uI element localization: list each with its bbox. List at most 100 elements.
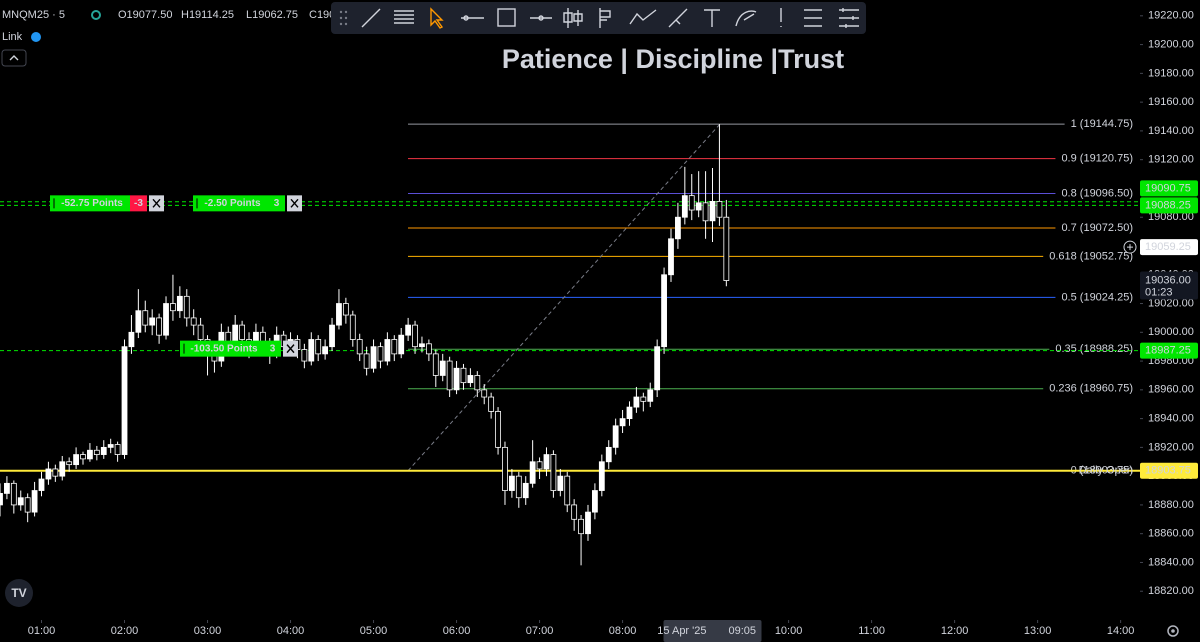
fib-label: 1 (19144.75) [1071, 118, 1133, 130]
candle-body [529, 461, 536, 484]
candle-body [488, 396, 495, 412]
position-qty-box [130, 195, 147, 212]
position-qty: 3 [274, 198, 280, 209]
crosshair-add-icon [1127, 244, 1133, 251]
candle-body [495, 411, 501, 448]
candle-body [377, 346, 384, 362]
candle-body [688, 195, 695, 211]
candle-body [135, 310, 142, 333]
candle-body [702, 202, 709, 222]
cursor-time-bg [663, 620, 762, 642]
candle-body [93, 449, 100, 455]
y-tick-label: 18820.00 [1148, 585, 1194, 597]
candle-body [571, 504, 578, 520]
tool-measure[interactable] [804, 9, 822, 27]
tool-rect[interactable] [497, 8, 516, 27]
position-qty-box [264, 340, 281, 357]
daily-open-label: Daily Open [1079, 465, 1133, 477]
candle-body [308, 339, 315, 362]
fib-label: 0.236 (18960.75) [1049, 383, 1133, 395]
ohlc-low: L19062.75 [246, 9, 298, 21]
tool-text[interactable] [704, 9, 720, 27]
fib-trend [407, 123, 721, 472]
tool-shape[interactable] [735, 10, 757, 27]
tool-cursor[interactable] [430, 7, 444, 29]
tool-brush[interactable] [668, 8, 688, 28]
tool-hline[interactable] [461, 15, 484, 21]
tool-fib[interactable] [394, 10, 414, 24]
candle-body [31, 490, 38, 513]
candle-body [709, 200, 716, 222]
x-tick-label: 02:00 [111, 625, 139, 637]
line-price-tag-bg [1140, 180, 1198, 197]
candle-body [176, 295, 183, 312]
candle-body [681, 195, 688, 218]
x-tick-label: 06:00 [443, 625, 471, 637]
candle-body [336, 303, 342, 326]
candle-body [66, 461, 73, 466]
candle-body [543, 454, 550, 470]
y-tick-label: 19080.00 [1148, 211, 1194, 223]
candle-body [647, 389, 654, 402]
candle-body [349, 314, 356, 340]
candle-body [578, 518, 584, 535]
last-price-bg [1140, 271, 1198, 300]
candle-body [446, 360, 453, 391]
y-tick-label: 19140.00 [1148, 125, 1194, 137]
candle-body [301, 349, 308, 362]
candle-body [405, 324, 412, 336]
x-tick-label: 13:00 [1024, 625, 1052, 637]
candle-body [612, 425, 619, 448]
candle-body [329, 324, 335, 348]
candle-body [4, 482, 10, 494]
x-tick-label: 14:00 [1107, 625, 1135, 637]
symbol: MNQM25 · 5 [2, 9, 65, 21]
fib-label: 0.5 (19024.25) [1061, 291, 1133, 303]
position-close-icon [286, 344, 295, 354]
y-tick-label: 18880.00 [1148, 499, 1194, 511]
y-tick-label: 19160.00 [1148, 96, 1194, 108]
candle-body [626, 406, 633, 420]
candle-body [723, 216, 730, 281]
status-dot [91, 10, 101, 20]
position-qty-box [268, 195, 285, 212]
collapse-button[interactable] [1, 49, 27, 67]
position-points: -2.50 Points [204, 198, 261, 209]
tool-settings[interactable] [839, 8, 859, 28]
link-label[interactable]: Link [2, 31, 23, 43]
candle-body [363, 353, 370, 369]
line-price-tag: 19088.25 [1145, 199, 1191, 211]
logo[interactable] [5, 579, 33, 607]
y-tick-label: 19000.00 [1148, 326, 1194, 338]
candle-body [640, 396, 647, 402]
x-tick-label: 01:00 [28, 625, 56, 637]
fib-label: 0.8 (19096.50) [1061, 187, 1133, 199]
tool-candles[interactable] [563, 8, 583, 28]
ohlc-open: O19077.50 [118, 9, 172, 21]
tool-flag[interactable] [599, 8, 611, 28]
candle-body [675, 216, 681, 240]
tool-trendline[interactable] [361, 8, 381, 28]
candle-body [197, 324, 204, 340]
y-tick-label: 18840.00 [1148, 556, 1194, 568]
tool-ray[interactable] [530, 15, 552, 21]
settings-gear[interactable] [1167, 625, 1179, 637]
candle-body [419, 343, 425, 348]
toolbar-bg [331, 2, 866, 34]
y-tick-label: 19180.00 [1148, 67, 1194, 79]
candle-body [163, 303, 169, 336]
candle-body [592, 490, 598, 513]
drawing-toolbar [331, 2, 866, 34]
tool-path[interactable] [629, 9, 657, 25]
candle-body [239, 324, 246, 340]
y-tick-label: 19200.00 [1148, 39, 1194, 51]
line-price-tag: 19090.75 [1145, 182, 1191, 194]
candle-body [10, 482, 17, 506]
candle-body [156, 317, 163, 336]
position-close-icon [152, 198, 161, 208]
candle-body [425, 343, 432, 355]
x-tick-label: 10:00 [775, 625, 803, 637]
